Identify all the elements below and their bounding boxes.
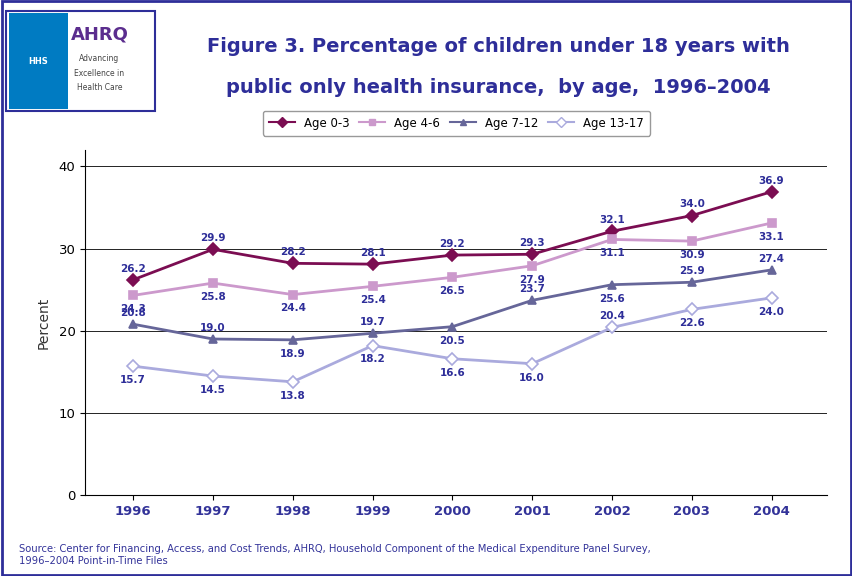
Text: 29.3: 29.3	[519, 238, 544, 248]
Text: 30.9: 30.9	[678, 250, 704, 260]
Text: 20.4: 20.4	[598, 312, 625, 321]
Text: 33.1: 33.1	[757, 232, 784, 242]
Text: 25.6: 25.6	[598, 294, 625, 304]
Text: 25.4: 25.4	[360, 295, 385, 305]
Text: 20.5: 20.5	[439, 336, 464, 346]
Text: Figure 3. Percentage of children under 18 years with: Figure 3. Percentage of children under 1…	[207, 37, 789, 56]
Text: 29.9: 29.9	[200, 233, 226, 243]
Text: 26.2: 26.2	[120, 264, 146, 274]
FancyBboxPatch shape	[9, 13, 68, 109]
Text: 27.4: 27.4	[757, 254, 784, 264]
Text: 20.8: 20.8	[120, 308, 146, 318]
Text: 19.0: 19.0	[200, 323, 226, 333]
Text: Excellence in: Excellence in	[74, 69, 124, 78]
Legend: Age 0-3, Age 4-6, Age 7-12, Age 13-17: Age 0-3, Age 4-6, Age 7-12, Age 13-17	[262, 111, 649, 135]
Text: 31.1: 31.1	[598, 248, 625, 259]
Text: 14.5: 14.5	[200, 385, 226, 395]
Text: 25.9: 25.9	[678, 266, 704, 276]
Text: 22.6: 22.6	[678, 319, 704, 328]
Text: 13.8: 13.8	[279, 391, 305, 401]
Text: 28.2: 28.2	[279, 247, 305, 257]
Text: 18.2: 18.2	[360, 354, 385, 365]
Text: 16.6: 16.6	[439, 367, 464, 378]
Y-axis label: Percent: Percent	[37, 297, 50, 348]
Text: 24.4: 24.4	[279, 304, 305, 313]
Text: 36.9: 36.9	[757, 176, 784, 185]
Text: 24.0: 24.0	[757, 307, 784, 317]
Text: 34.0: 34.0	[678, 199, 704, 210]
Text: Health Care: Health Care	[77, 83, 122, 92]
Text: 19.7: 19.7	[360, 317, 385, 327]
Text: 24.3: 24.3	[120, 304, 146, 314]
Text: 16.0: 16.0	[519, 373, 544, 382]
Text: HHS: HHS	[28, 56, 48, 66]
Text: 18.9: 18.9	[279, 348, 305, 359]
Text: 32.1: 32.1	[598, 215, 625, 225]
Text: 27.9: 27.9	[519, 275, 544, 285]
Text: 28.1: 28.1	[360, 248, 385, 258]
Text: 29.2: 29.2	[439, 239, 464, 249]
Text: Source: Center for Financing, Access, and Cost Trends, AHRQ, Household Component: Source: Center for Financing, Access, an…	[19, 544, 650, 566]
Text: public only health insurance,  by age,  1996–2004: public only health insurance, by age, 19…	[226, 78, 770, 97]
Text: Advancing: Advancing	[79, 54, 119, 63]
Text: 15.7: 15.7	[120, 375, 146, 385]
Text: AHRQ: AHRQ	[71, 26, 128, 44]
Text: 25.8: 25.8	[200, 292, 226, 302]
Text: 23.7: 23.7	[519, 284, 544, 294]
Text: 26.5: 26.5	[439, 286, 464, 296]
FancyBboxPatch shape	[6, 11, 154, 111]
